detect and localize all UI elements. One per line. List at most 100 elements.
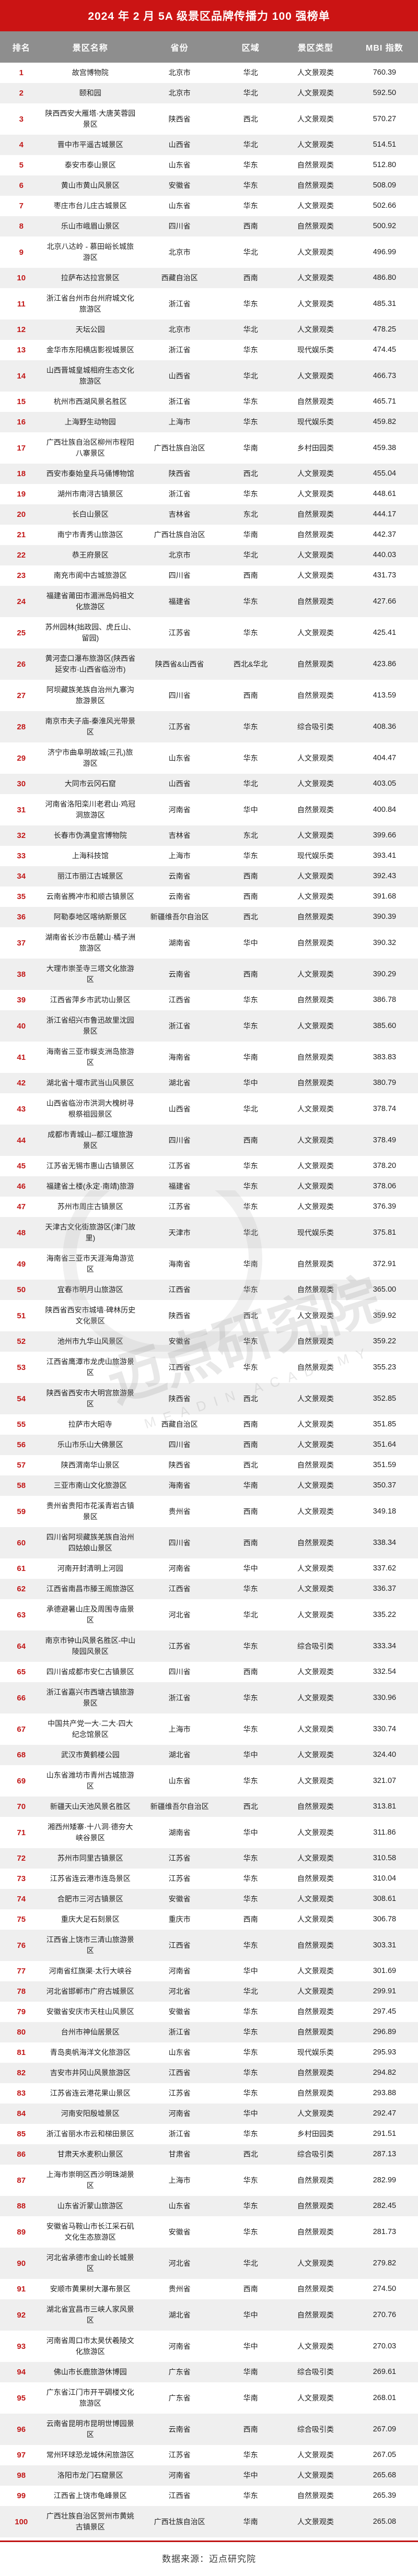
scenic-area-name-cell: 苏州园林(拙政园、虎丘山、留园) (45, 623, 136, 642)
region-cell: 华北 (243, 68, 258, 77)
province-cell: 江西省 (168, 2491, 191, 2500)
scenic-area-type-cell: 自然景观类 (297, 2176, 334, 2184)
mbi-index-cell: 296.89 (373, 2028, 397, 2036)
scenic-area-name-cell: 黄河壶口瀑布旅游区(陕西省延安市·山西省临汾市) (45, 654, 136, 673)
mbi-index-cell: 301.69 (373, 1967, 397, 1975)
scenic-area-type-cell: 人文景观类 (297, 872, 334, 880)
scenic-area-name-cell: 河南安阳殷墟景区 (61, 2109, 120, 2118)
mbi-index-cell: 303.31 (373, 1941, 397, 1949)
scenic-area-name-cell: 成都市青城山--都江堰旅游景区 (48, 1130, 133, 1150)
scenic-area-name-cell: 天坛公园 (75, 325, 105, 334)
rank-cell: 37 (17, 938, 26, 948)
scenic-area-name-cell: 恭王府景区 (72, 551, 109, 559)
scenic-area-type-cell: 自然景观类 (297, 2491, 334, 2500)
scenic-area-type-cell: 自然景观类 (297, 1802, 334, 1811)
province-cell: 北京市 (168, 325, 191, 334)
scenic-area-name-cell: 大同市云冈石窟 (64, 779, 116, 788)
table-row: 78 河北省邯郸市广府古城景区 河北省 华北 人文景观类 299.91 (0, 1981, 418, 2002)
region-cell: 华中 (243, 2109, 258, 2118)
region-cell: 华南 (243, 2393, 258, 2402)
province-cell: 陕西省 (168, 469, 191, 478)
table-row: 34 丽江市丽江古城景区 云南省 西南 人文景观类 392.43 (0, 866, 418, 887)
region-cell: 西南 (243, 1136, 258, 1144)
province-cell: 贵州省 (168, 1507, 191, 1516)
mbi-index-cell: 287.13 (373, 2150, 397, 2158)
region-cell: 西北 (243, 1461, 258, 1469)
province-cell: 四川省 (168, 571, 191, 580)
scenic-area-name-cell: 新疆天山天池风景名胜区 (50, 1802, 131, 1811)
mbi-index-cell: 404.47 (373, 753, 397, 762)
region-cell: 华东 (243, 1641, 258, 1650)
province-cell: 山东省 (168, 161, 191, 169)
region-cell: 华北 (243, 551, 258, 559)
scenic-area-name-cell: 长春市伪满皇宫博物院 (53, 831, 127, 840)
column-header-mbi-index: MBI 指数 (351, 31, 418, 63)
region-cell: 华东 (243, 1182, 258, 1190)
province-cell: 浙江省 (168, 346, 191, 354)
table-row: 41 海南省三亚市蜈支洲岛旅游区 海南省 华南 自然景观类 383.83 (0, 1042, 418, 1073)
rank-cell: 57 (17, 1461, 26, 1470)
region-cell: 华北 (243, 371, 258, 380)
scenic-area-type-cell: 人文景观类 (297, 2451, 334, 2459)
mbi-index-cell: 455.04 (373, 469, 397, 478)
scenic-area-name-cell: 江西省南昌市滕王阁旅游区 (46, 1585, 134, 1593)
rank-cell: 20 (17, 510, 26, 519)
scenic-area-name-cell: 佛山市长鹿旅游休博园 (53, 2368, 127, 2376)
region-cell: 华北 (243, 89, 258, 97)
scenic-area-type-cell: 自然景观类 (297, 530, 334, 539)
scenic-area-name-cell: 金华市东阳横店影视城景区 (46, 346, 134, 354)
scenic-area-type-cell: 自然景观类 (297, 2202, 334, 2210)
scenic-area-type-cell: 人文景观类 (297, 274, 334, 282)
region-cell: 西北 (243, 1394, 258, 1403)
province-cell: 西藏自治区 (161, 1420, 198, 1428)
province-cell: 山东省 (168, 2202, 191, 2210)
scenic-area-type-cell: 自然景观类 (297, 913, 334, 921)
mbi-index-cell: 311.86 (373, 1828, 396, 1837)
table-row: 4 晋中市平遥古城景区 山西省 华北 人文景观类 514.51 (0, 135, 418, 155)
scenic-area-name-cell: 洛阳市龙门石窟景区 (57, 2471, 123, 2479)
scenic-area-name-cell: 江西省鹰潭市龙虎山旅游景区 (46, 1357, 134, 1377)
scenic-area-type-cell: 自然景观类 (297, 161, 334, 169)
rank-cell: 100 (15, 2517, 28, 2526)
rank-cell: 91 (17, 2285, 26, 2294)
province-cell: 北京市 (168, 89, 191, 97)
table-row: 81 青岛奥帆海洋文化旅游区 山东省 华东 现代娱乐类 295.93 (0, 2042, 418, 2063)
mbi-index-cell: 269.61 (373, 2368, 397, 2376)
scenic-area-type-cell: 人文景观类 (297, 1481, 334, 1490)
scenic-area-type-cell: 自然景观类 (297, 1461, 334, 1469)
scenic-area-name-cell: 南充市阆中古城旅游区 (53, 571, 127, 580)
mbi-index-cell: 592.50 (373, 89, 397, 97)
rank-cell: 74 (17, 1895, 26, 1904)
region-cell: 西南 (243, 2425, 258, 2433)
mbi-index-cell: 390.32 (373, 938, 397, 947)
scenic-area-type-cell: 人文景观类 (297, 114, 334, 123)
scenic-area-name-cell: 南京市钟山风景名胜区-中山陵园风景区 (45, 1636, 136, 1656)
rank-cell: 59 (17, 1507, 26, 1516)
scenic-area-type-cell: 自然景观类 (297, 181, 334, 190)
rank-cell: 2 (19, 89, 24, 98)
province-cell: 上海市 (168, 1724, 191, 1733)
province-cell: 陕西省 (168, 114, 191, 123)
mbi-index-cell: 350.37 (373, 1481, 397, 1490)
scenic-area-name-cell: 海南省三亚市蜈支洲岛旅游区 (46, 1047, 134, 1067)
table-row: 27 阿坝藏族羌族自治州九寨沟旅游景区 四川省 西南 自然景观类 413.59 (0, 680, 418, 711)
mbi-index-cell: 425.41 (373, 628, 397, 637)
rank-cell: 31 (17, 805, 26, 814)
scenic-area-type-cell: 人文景观类 (297, 1202, 334, 1211)
province-cell: 山东省 (168, 753, 191, 762)
table-row: 42 湖北省十堰市武当山风景区 湖北省 华中 自然景观类 380.79 (0, 1073, 418, 1093)
province-cell: 山西省 (168, 140, 191, 149)
province-cell: 陕西省 (168, 1311, 191, 1320)
region-cell: 华东 (243, 852, 258, 860)
table-row: 46 福建省土楼(永定·南靖)旅游 福建省 华东 人文景观类 378.06 (0, 1176, 418, 1197)
rank-cell: 52 (17, 1337, 26, 1346)
mbi-index-cell: 408.36 (373, 722, 397, 731)
mbi-index-cell: 486.80 (373, 274, 397, 282)
region-cell: 华中 (243, 1564, 258, 1573)
scenic-area-name-cell: 台州市神仙居景区 (61, 2028, 120, 2036)
rank-cell: 68 (17, 1751, 26, 1759)
scenic-area-type-cell: 综合吸引类 (297, 2150, 334, 2158)
scenic-area-name-cell: 广东省江门市开平碉楼文化旅游区 (46, 2388, 134, 2407)
rank-cell: 73 (17, 1874, 26, 1883)
province-cell: 江苏省 (168, 1202, 191, 1211)
